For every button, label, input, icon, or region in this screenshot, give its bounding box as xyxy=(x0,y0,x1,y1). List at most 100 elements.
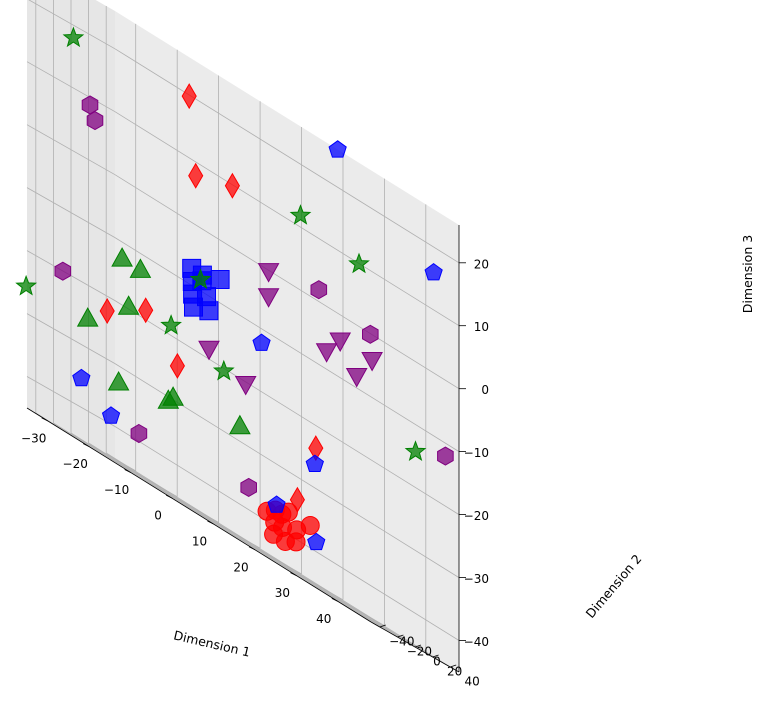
data-point-stars xyxy=(160,314,182,335)
data-point-pentagons xyxy=(101,406,121,424)
data-point-triangles xyxy=(111,247,133,267)
data-point-stars xyxy=(289,204,312,225)
data-points xyxy=(15,26,454,552)
y-tick xyxy=(450,664,457,668)
y-tick-label: 20 xyxy=(447,665,462,679)
data-point-stars xyxy=(189,268,212,289)
y-gridline-floor xyxy=(70,432,416,648)
data-point-circles xyxy=(265,512,285,532)
data-point-hexagons xyxy=(240,477,257,497)
data-point-squares xyxy=(210,270,230,289)
y-gridline-floor xyxy=(53,422,398,638)
y-tick xyxy=(432,654,439,658)
x-tick xyxy=(207,520,214,525)
data-point-stars xyxy=(212,359,235,381)
z-tick-label: −30 xyxy=(464,572,489,586)
data-point-inverted_triangles xyxy=(257,288,280,308)
data-point-pentagons xyxy=(252,333,271,351)
data-point-triangles xyxy=(76,307,99,327)
y-tick-label: −20 xyxy=(407,645,432,659)
data-point-hexagons xyxy=(54,261,72,281)
data-point-hexagons xyxy=(130,423,148,444)
z-tick-label: 10 xyxy=(474,320,489,334)
z-tick-label: −40 xyxy=(464,635,489,649)
data-point-pentagons xyxy=(267,495,286,513)
data-point-pentagons xyxy=(328,140,347,158)
x-tick xyxy=(165,494,173,499)
x-tick xyxy=(124,469,131,473)
data-point-pentagons xyxy=(305,454,324,472)
z-gridline-back xyxy=(114,111,460,327)
x-tick xyxy=(83,443,90,448)
x-tick xyxy=(331,598,338,602)
y-tick xyxy=(414,644,422,648)
y-tick xyxy=(379,624,386,628)
data-point-diamonds xyxy=(224,172,240,199)
data-point-diamonds xyxy=(188,162,204,189)
data-point-triangles xyxy=(162,386,184,406)
data-point-pentagons xyxy=(307,532,326,551)
z-gridline-side xyxy=(26,376,116,427)
data-point-hexagons xyxy=(81,95,99,115)
x-tick xyxy=(41,417,48,422)
data-point-stars xyxy=(15,274,38,296)
data-point-stars xyxy=(348,252,370,274)
y-gridline-floor xyxy=(35,412,381,628)
data-point-pentagons xyxy=(424,262,443,281)
data-point-inverted_triangles xyxy=(315,343,338,363)
data-point-inverted_triangles xyxy=(257,263,280,283)
z-gridline-back xyxy=(114,300,460,515)
z-gridline-back xyxy=(114,48,460,264)
x-tick-label: 40 xyxy=(316,612,331,626)
data-point-inverted_triangles xyxy=(198,340,220,361)
x-axis-label: Dimension 1 xyxy=(172,627,252,659)
x-tick-label: 0 xyxy=(154,509,162,523)
z-tick-label: −10 xyxy=(464,446,489,460)
y-tick-label: 40 xyxy=(465,675,480,689)
y-gridline-floor xyxy=(88,442,433,658)
data-point-pentagons xyxy=(72,368,91,387)
y-tick-label: −40 xyxy=(389,635,414,649)
data-point-diamonds xyxy=(289,486,305,513)
z-gridline-back xyxy=(114,237,460,452)
z-gridline-side xyxy=(26,124,116,176)
z-gridline-back xyxy=(114,174,460,390)
data-point-diamonds xyxy=(138,297,154,324)
pane-back-wall xyxy=(115,11,459,672)
y-gridline-floor xyxy=(105,452,451,668)
x-tick-label: 20 xyxy=(233,560,248,574)
data-point-hexagons xyxy=(310,280,328,300)
data-point-inverted_triangles xyxy=(361,352,383,372)
data-point-diamonds xyxy=(169,352,185,379)
data-point-triangles xyxy=(107,370,130,391)
data-point-stars xyxy=(62,26,85,48)
data-point-inverted_triangles xyxy=(345,368,368,388)
z-tick-label: −20 xyxy=(464,509,489,523)
data-point-hexagons xyxy=(437,446,454,466)
x-tick-label: 30 xyxy=(275,586,290,600)
z-tick-label: 0 xyxy=(481,383,489,397)
x-axis-line xyxy=(26,407,372,623)
z-axis-label: Dimension 3 xyxy=(740,235,755,313)
data-point-hexagons xyxy=(362,324,379,344)
z-gridline-side xyxy=(26,187,116,238)
data-point-inverted_triangles xyxy=(329,332,352,353)
data-point-triangles xyxy=(117,295,140,315)
data-point-inverted_triangles xyxy=(234,376,257,396)
z-tick-label: 20 xyxy=(474,257,489,271)
y-tick xyxy=(397,634,404,638)
x-tick-label: −20 xyxy=(63,457,88,471)
x-tick xyxy=(248,546,256,551)
data-point-squares xyxy=(184,297,203,317)
data-point-stars xyxy=(404,440,427,461)
z-gridline-side xyxy=(28,0,116,50)
x-tick xyxy=(290,572,297,576)
data-point-triangles xyxy=(129,258,152,278)
x-tick-label: 10 xyxy=(192,535,207,549)
y-axis-label: Dimension 2 xyxy=(583,551,645,621)
z-gridline-side xyxy=(26,61,116,113)
y-tick-label: 0 xyxy=(433,655,441,669)
x-tick-label: −30 xyxy=(21,431,46,445)
x-tick-label: −10 xyxy=(104,483,129,497)
